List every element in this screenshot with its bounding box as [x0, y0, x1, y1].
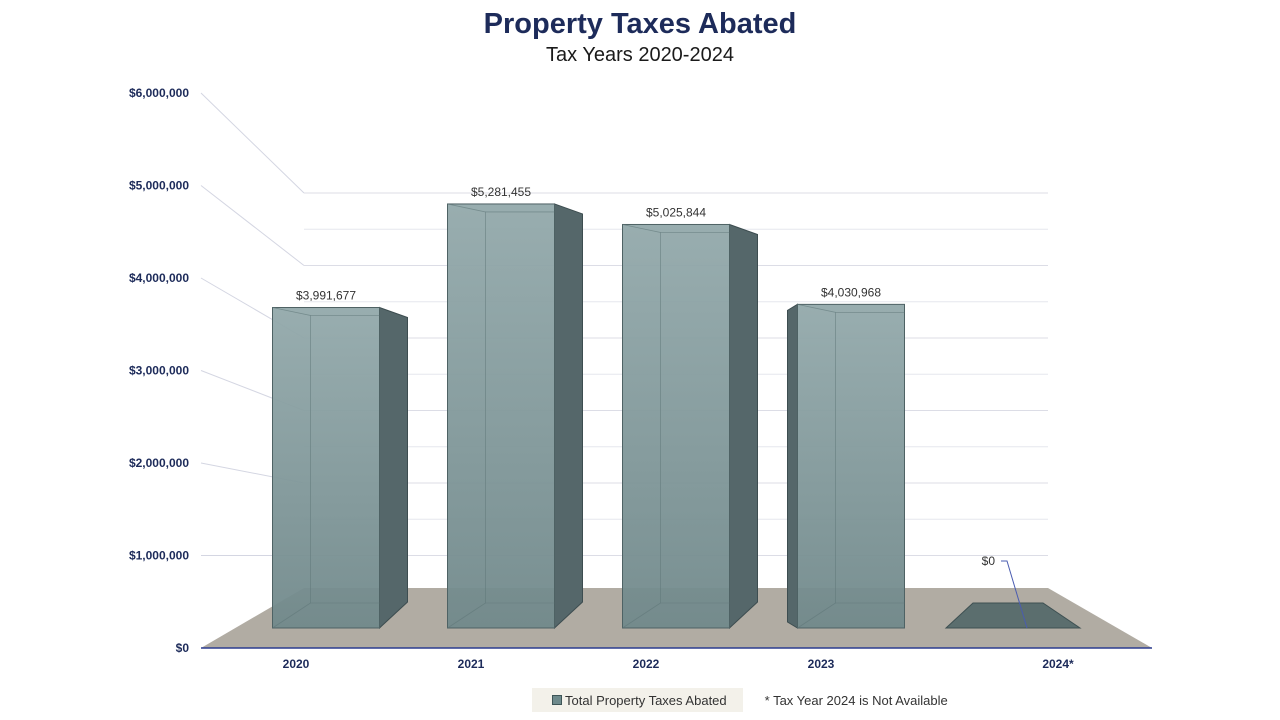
gridline-side [200, 185, 305, 266]
x-tick-label: 2022 [633, 657, 660, 671]
data-labels: $3,991,677 $5,281,455 $5,025,844 $4,030,968… [296, 185, 1028, 629]
bars [272, 203, 1082, 630]
legend-item: Total Property Taxes Abated [532, 688, 743, 712]
bar-side [787, 303, 798, 629]
bar [272, 307, 380, 629]
chart-title: Property Taxes Abated [483, 8, 797, 40]
bar-side [729, 223, 758, 630]
data-label: $0 [982, 554, 996, 568]
y-tick-label: $0 [176, 641, 190, 655]
y-tick-label: $5,000,000 [129, 179, 189, 193]
bar-edge [272, 307, 311, 629]
legend-swatch [552, 695, 562, 705]
x-tick-label: 2023 [808, 657, 835, 671]
bar-side [379, 306, 408, 630]
legend: Total Property Taxes Abated * Tax Year 2… [532, 688, 948, 712]
y-axis: $0 $1,000,000 $2,000,000 $3,000,000 $4,000,0… [129, 86, 189, 655]
bar-edge [622, 224, 661, 629]
y-tick-label: $1,000,000 [129, 549, 189, 563]
x-axis: 2020 2021 2022 2023 2024* [283, 657, 1074, 671]
data-label: $3,991,677 [296, 289, 356, 303]
y-tick-label: $4,000,000 [129, 271, 189, 285]
chart-subtitle: Tax Years 2020-2024 [546, 44, 734, 66]
bar-side [554, 203, 583, 630]
x-tick-label: 2024* [1042, 657, 1074, 671]
y-tick-label: $3,000,000 [129, 364, 189, 378]
data-label: $4,030,968 [821, 285, 881, 299]
bar [447, 203, 555, 629]
x-tick-label: 2021 [458, 657, 485, 671]
x-tick-label: 2020 [283, 657, 310, 671]
y-tick-label: $6,000,000 [129, 86, 189, 100]
data-label: $5,025,844 [646, 205, 706, 219]
bar [622, 223, 730, 629]
gridline-side [200, 92, 305, 194]
bar-edge [447, 203, 486, 629]
data-label-leader [1001, 560, 1028, 629]
bar [797, 303, 905, 629]
data-label: $5,281,455 [471, 185, 531, 199]
y-tick-label: $2,000,000 [129, 456, 189, 470]
legend-label: Total Property Taxes Abated [565, 692, 727, 708]
bar-edge [797, 303, 836, 629]
footnote: * Tax Year 2024 is Not Available [764, 692, 948, 708]
